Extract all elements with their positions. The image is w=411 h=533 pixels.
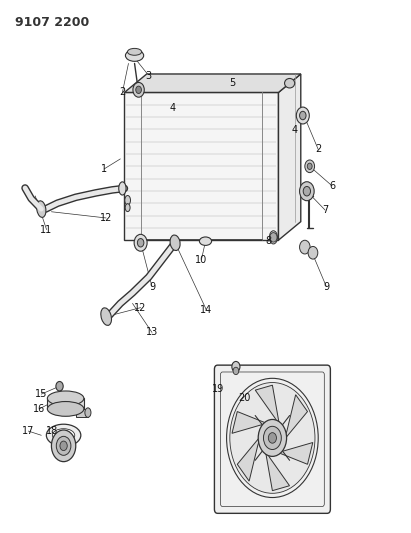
Text: 20: 20 bbox=[239, 393, 251, 403]
Circle shape bbox=[136, 86, 141, 93]
Circle shape bbox=[296, 107, 309, 124]
Text: 18: 18 bbox=[46, 426, 58, 436]
Text: 13: 13 bbox=[146, 327, 158, 337]
Ellipse shape bbox=[125, 204, 130, 212]
Polygon shape bbox=[125, 92, 279, 240]
Circle shape bbox=[270, 232, 277, 242]
Text: 1: 1 bbox=[101, 164, 107, 174]
Circle shape bbox=[263, 426, 281, 449]
Circle shape bbox=[300, 240, 310, 254]
Circle shape bbox=[137, 239, 144, 247]
Ellipse shape bbox=[53, 429, 75, 442]
Ellipse shape bbox=[127, 49, 142, 55]
Text: 12: 12 bbox=[134, 303, 147, 313]
Circle shape bbox=[232, 361, 240, 372]
Circle shape bbox=[56, 437, 71, 455]
Text: 17: 17 bbox=[22, 426, 35, 436]
Circle shape bbox=[133, 83, 144, 97]
Text: 2: 2 bbox=[315, 144, 321, 155]
Ellipse shape bbox=[85, 408, 91, 417]
Ellipse shape bbox=[269, 231, 277, 244]
Ellipse shape bbox=[46, 424, 81, 446]
Circle shape bbox=[258, 419, 286, 456]
Text: 5: 5 bbox=[229, 78, 235, 88]
Text: 12: 12 bbox=[100, 213, 112, 223]
Circle shape bbox=[303, 187, 310, 196]
Circle shape bbox=[307, 163, 312, 169]
Circle shape bbox=[51, 430, 76, 462]
Text: 4: 4 bbox=[292, 125, 298, 135]
Ellipse shape bbox=[119, 182, 126, 195]
Polygon shape bbox=[284, 395, 307, 440]
Text: 7: 7 bbox=[322, 205, 328, 215]
Ellipse shape bbox=[47, 401, 84, 416]
Circle shape bbox=[134, 235, 147, 251]
Polygon shape bbox=[237, 435, 261, 481]
Circle shape bbox=[233, 367, 239, 375]
Text: 3: 3 bbox=[145, 70, 152, 80]
Text: 16: 16 bbox=[33, 404, 45, 414]
Ellipse shape bbox=[37, 201, 46, 217]
Text: 19: 19 bbox=[212, 384, 224, 394]
Text: 9: 9 bbox=[149, 281, 155, 292]
Polygon shape bbox=[76, 409, 88, 417]
Circle shape bbox=[60, 441, 67, 450]
Circle shape bbox=[308, 246, 318, 259]
Ellipse shape bbox=[125, 50, 144, 61]
Text: 8: 8 bbox=[265, 236, 271, 246]
Text: 14: 14 bbox=[200, 305, 212, 315]
Ellipse shape bbox=[47, 391, 84, 406]
Text: 4: 4 bbox=[170, 103, 176, 114]
Polygon shape bbox=[265, 449, 289, 491]
Ellipse shape bbox=[101, 308, 111, 325]
Ellipse shape bbox=[125, 196, 131, 205]
Circle shape bbox=[56, 382, 63, 391]
Text: 11: 11 bbox=[40, 224, 53, 235]
Circle shape bbox=[300, 111, 306, 120]
Text: 15: 15 bbox=[35, 389, 48, 399]
Text: 9: 9 bbox=[323, 281, 329, 292]
Circle shape bbox=[268, 433, 277, 443]
Circle shape bbox=[305, 160, 314, 173]
Polygon shape bbox=[276, 442, 313, 464]
Polygon shape bbox=[125, 74, 301, 92]
Ellipse shape bbox=[199, 237, 212, 245]
Polygon shape bbox=[232, 411, 268, 433]
Circle shape bbox=[230, 383, 315, 494]
Text: 6: 6 bbox=[329, 181, 335, 191]
Text: 10: 10 bbox=[195, 255, 208, 265]
FancyBboxPatch shape bbox=[215, 365, 330, 513]
Circle shape bbox=[300, 182, 314, 201]
Text: 9107 2200: 9107 2200 bbox=[15, 16, 89, 29]
Polygon shape bbox=[47, 398, 84, 409]
Polygon shape bbox=[255, 385, 280, 426]
Ellipse shape bbox=[284, 78, 295, 88]
Polygon shape bbox=[279, 74, 301, 240]
Ellipse shape bbox=[170, 235, 180, 251]
Text: 2: 2 bbox=[119, 87, 125, 98]
